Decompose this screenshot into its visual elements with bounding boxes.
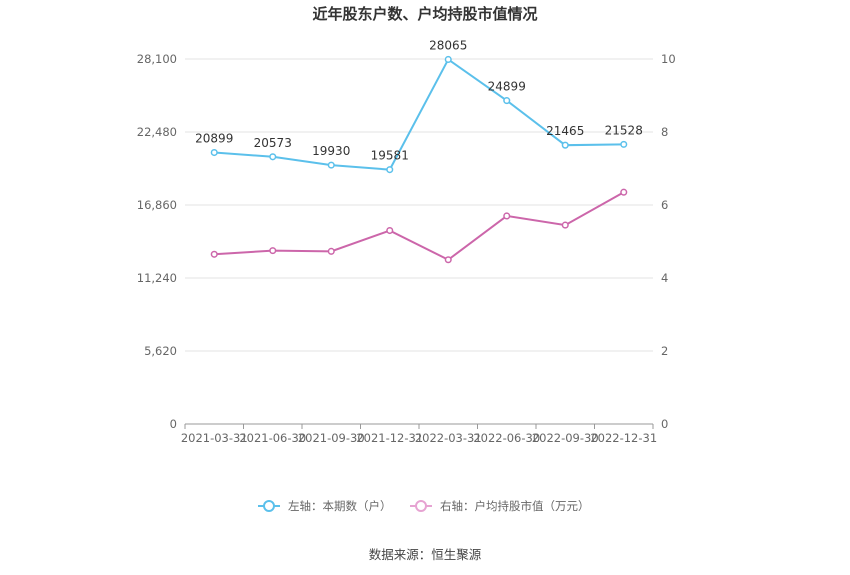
x-axis-tick-label: 2021-12-31 [356,431,423,445]
source-note: 数据来源：恒生聚源 [369,547,482,562]
series-1-point [269,153,277,161]
x-axis-tick-label: 2022-09-30 [532,431,599,445]
x-axis-tick-label: 2022-03-31 [415,431,482,445]
legend-marker-1 [263,500,275,512]
series-layer [210,55,628,264]
right-axis-tick-label: 8 [661,125,668,139]
series-1-point [386,166,394,174]
data-label: 28065 [429,38,467,52]
left-axis-tick-label: 11,240 [137,271,177,285]
left-axis-tick-label: 16,860 [137,198,177,212]
left-axis-tick-label: 22,480 [137,125,177,139]
x-axis-tick-label: 2021-06-30 [239,431,306,445]
series-1-point [620,140,628,148]
left-axis-tick-label: 5,620 [144,344,177,358]
series-2-point [561,221,569,229]
grid-lines [185,58,653,352]
left-axis-tick-label: 0 [170,417,177,431]
data-label: 21528 [605,123,643,137]
data-label: 19930 [312,144,350,158]
series-1-point [561,141,569,149]
axes: 0 5,620 11,240 16,860 22,480 28,100 0 2 4 6 8 10 202… [137,52,676,445]
left-axis-tick-label: 28,100 [137,52,177,66]
series-2-point [386,227,394,235]
series-line-1 [214,57,624,171]
series-2-point [269,247,277,255]
right-axis-tick-label: 6 [661,198,668,212]
series-1-point [210,148,218,157]
right-axis-tick-label: 2 [661,344,668,358]
right-axis-tick-label: 0 [661,417,668,431]
x-axis-tick-label: 2021-09-30 [298,431,365,445]
series-1-point [444,55,452,64]
data-label: 24899 [488,80,526,94]
series-2-point [444,256,452,264]
legend-marker-2 [415,500,427,512]
series-line-2 [214,191,625,261]
series-1-point [503,97,511,105]
data-label: 19581 [371,149,409,163]
legend-entry-2: 右轴：户均持股市值（万元） [440,499,590,513]
data-label: 21465 [546,124,584,138]
series-2-point [327,247,335,255]
data-label: 20573 [254,136,292,150]
series-2-point [503,212,511,220]
data-label: 20899 [195,132,233,146]
legend-entry-1: 左轴：本期数（户） [288,499,392,513]
chart-title: 近年股东户数、户均持股市值情况 [312,5,537,23]
data-labels: 20899 20573 19930 19581 28065 24899 21465 21528 [195,38,643,162]
right-axis-tick-label: 4 [661,271,668,285]
series-1-point [327,161,335,169]
x-axis-tick-label: 2021-03-31 [181,431,248,445]
x-axis-tick-label: 2022-12-31 [590,431,657,445]
right-axis-tick-label: 10 [661,52,676,66]
series-2-point [620,188,628,196]
legend: 左轴：本期数（户） 右轴：户均持股市值（万元） [258,499,590,513]
series-2-point [210,250,218,258]
x-axis-tick-label: 2022-06-30 [473,431,540,445]
